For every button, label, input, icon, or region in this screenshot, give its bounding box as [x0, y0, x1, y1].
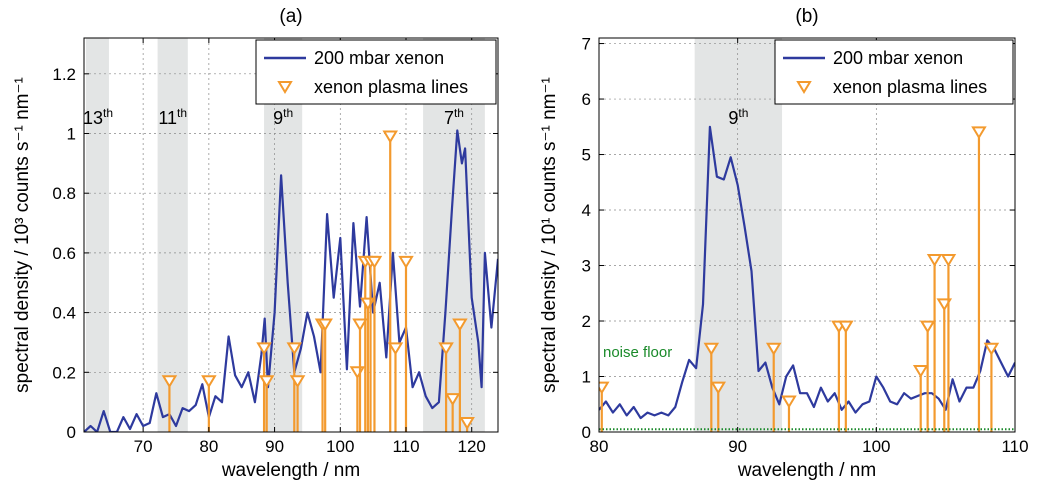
- plasma-line-marker: [599, 381, 610, 395]
- harmonic-band-13: [85, 38, 109, 432]
- legend-label: 200 mbar xenon: [833, 48, 963, 68]
- x-tick-label: 80: [590, 437, 609, 456]
- plasma-line-marker: [940, 253, 957, 267]
- plasma-line-marker: [838, 320, 854, 334]
- y-tick-label: 2: [582, 312, 591, 331]
- plot-frame: [598, 37, 1016, 433]
- plasma-line-marker: [289, 375, 306, 389]
- plasma-line-marker: [258, 375, 275, 389]
- x-tick-label: 80: [199, 437, 218, 456]
- plasma-line-marker: [366, 255, 383, 269]
- plasma-line-marker: [317, 318, 333, 332]
- plasma-line-marker: [919, 320, 936, 334]
- plasma-line-marker: [710, 381, 727, 395]
- series-line-xenon: [599, 125, 1015, 420]
- x-tick-label: 100: [862, 437, 890, 456]
- y-tick-label: 7: [582, 35, 591, 54]
- x-tick-label: 70: [134, 437, 153, 456]
- panel-title: (a): [279, 6, 302, 27]
- y-tick-label: 0: [582, 423, 591, 442]
- y-tick-label: 0.4: [52, 304, 76, 323]
- legend: 200 mbar xenon xenon plasma lines: [774, 39, 1014, 105]
- plasma-line-marker: [703, 342, 720, 356]
- x-axis-label: wavelength / nm: [221, 460, 360, 481]
- plot-frame: [83, 37, 499, 433]
- plot-area: [84, 129, 498, 432]
- plasma-line-marker: [983, 342, 1000, 356]
- x-tick-label: 90: [728, 437, 747, 456]
- y-tick-label: 0.8: [52, 184, 76, 203]
- legend-box: [774, 39, 1014, 105]
- plasma-line-marker: [398, 255, 414, 269]
- noise-floor-label: noise floor: [603, 344, 672, 361]
- x-tick-label: 110: [1001, 437, 1028, 456]
- y-tick-label: 0.2: [52, 363, 76, 382]
- plasma-line-marker: [459, 417, 475, 430]
- y-tick-label: 0: [67, 423, 76, 442]
- y-tick-label: 1: [67, 125, 76, 144]
- y-axis-label: spectral density / 10³ counts s⁻¹ nm⁻¹: [12, 77, 33, 393]
- plasma-line-marker: [452, 318, 468, 332]
- plasma-line-marker: [349, 366, 366, 380]
- plasma-line-marker: [256, 342, 272, 356]
- plasma-line-marker: [781, 395, 797, 409]
- x-axis-label: wavelength / nm: [737, 460, 876, 481]
- legend: 200 mbar xenon xenon plasma lines: [255, 39, 497, 105]
- y-tick-label: 1: [582, 368, 591, 387]
- plasma-line-marker: [926, 253, 943, 267]
- y-tick-label: 1.2: [52, 65, 76, 84]
- legend-label: 200 mbar xenon: [314, 48, 444, 68]
- legend-label: xenon plasma lines: [833, 77, 987, 97]
- harmonic-band-11: [157, 38, 188, 432]
- y-tick-label: 5: [582, 146, 591, 165]
- y-tick-label: 4: [582, 201, 591, 220]
- plasma-line-marker: [936, 298, 953, 312]
- plasma-line-marker: [912, 364, 929, 378]
- x-tick-label: 110: [392, 437, 419, 456]
- plasma-line-marker: [387, 342, 404, 356]
- y-tick-label: 3: [582, 257, 591, 276]
- plasma-line-marker: [382, 130, 398, 144]
- y-axis-label: spectral density / 10¹ counts s⁻¹ nm⁻¹: [539, 77, 560, 393]
- x-tick-label: 100: [326, 437, 354, 456]
- legend-label: xenon plasma lines: [314, 77, 468, 97]
- plot-area: [599, 125, 1015, 432]
- y-tick-label: 0.6: [52, 244, 76, 263]
- panel-title: (b): [795, 6, 818, 27]
- legend-box: [255, 39, 497, 105]
- plasma-line-marker: [201, 375, 217, 389]
- plasma-line-marker: [765, 342, 782, 356]
- y-tick-label: 6: [582, 90, 591, 109]
- x-tick-label: 90: [265, 437, 284, 456]
- plasma-line-marker: [971, 126, 987, 140]
- plasma-line-marker: [438, 342, 454, 356]
- legend-swatch-marker: [796, 81, 812, 94]
- plasma-line-marker: [286, 342, 303, 356]
- plasma-line-marker: [352, 318, 368, 332]
- plasma-line-marker: [444, 393, 461, 407]
- x-tick-label: 120: [458, 437, 486, 456]
- plasma-line-marker: [161, 375, 178, 389]
- legend-swatch-marker: [277, 81, 293, 94]
